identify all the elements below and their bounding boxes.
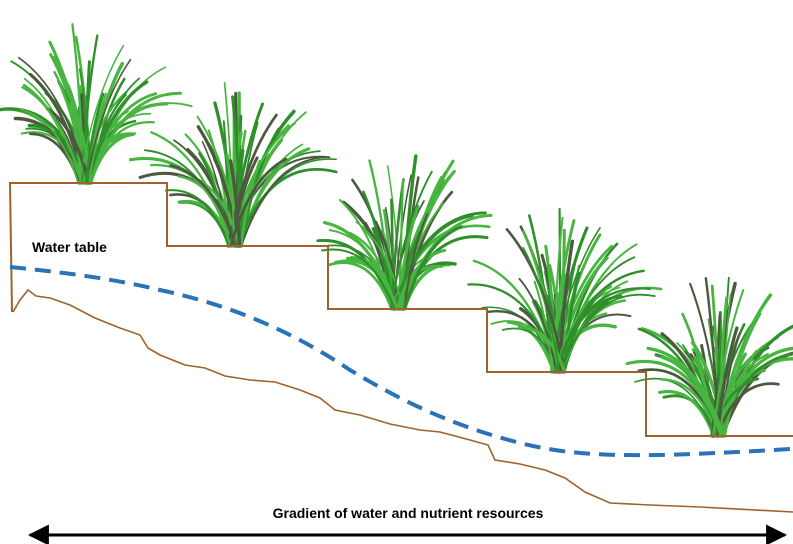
grass-blade [236,167,338,248]
water-table-line [9,265,791,458]
grass-blade [544,244,559,374]
grass-blade [86,80,149,185]
grass-blade [89,66,167,184]
water-table-label: Water table [32,239,107,255]
grass-blade [517,325,567,374]
grass-blade [403,213,429,310]
gradient-label: Gradient of water and nutrient resources [273,505,544,521]
grass-blade [531,300,555,373]
grass-blade [722,350,758,438]
grass-blade [646,346,725,438]
grass-plant [0,23,193,185]
grass-blade [719,352,747,438]
grass-blade [554,269,645,374]
grass-blade [549,219,576,374]
grass-blade [625,359,724,438]
grass-blade [522,246,561,373]
grass-blade [150,131,232,248]
grass-blade [84,92,105,185]
grass-blade [169,164,237,248]
grass-blade [164,189,230,247]
grass-blade [390,170,433,310]
grass-blade [355,221,405,310]
grass-blade [85,58,132,184]
plants [0,23,793,438]
grass-blade [226,113,278,248]
grass-blade [392,213,474,311]
grass-blade [704,277,720,438]
grass-plant [316,154,493,311]
grass-blade [403,225,463,311]
grass-plant [625,276,793,438]
grass-blade [231,95,244,248]
grass-plant [467,207,663,374]
grass-blade [399,202,445,310]
terrace-steps [8,182,793,437]
grass-blade [518,277,558,373]
grass-blade [240,156,328,247]
soil-layer-line [12,288,793,513]
grass-blade [321,248,395,310]
grass-blade [21,86,83,185]
grass-plant [128,82,338,248]
grass-blade [720,293,732,437]
grass-blade [228,159,242,248]
grass-blade [19,108,80,184]
grass-blade [17,56,89,184]
grass-blade [229,157,288,248]
grass-blade [720,351,793,438]
